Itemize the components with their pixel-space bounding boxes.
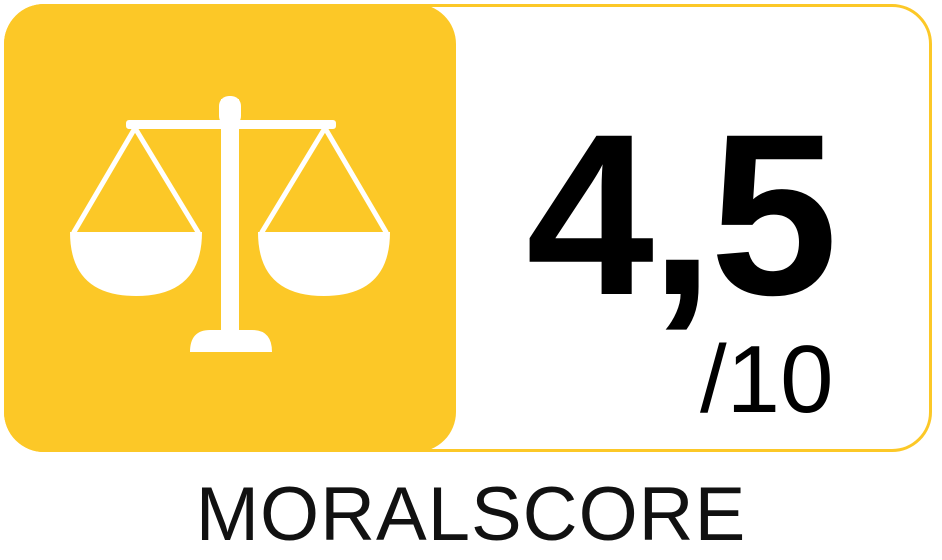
score-value: 4,5 [526,86,838,343]
scales-of-justice-icon [70,96,390,352]
moralscore-label: MORALSCORE [195,472,747,557]
icon-panel [4,4,456,452]
score-max: /10 [700,326,834,433]
